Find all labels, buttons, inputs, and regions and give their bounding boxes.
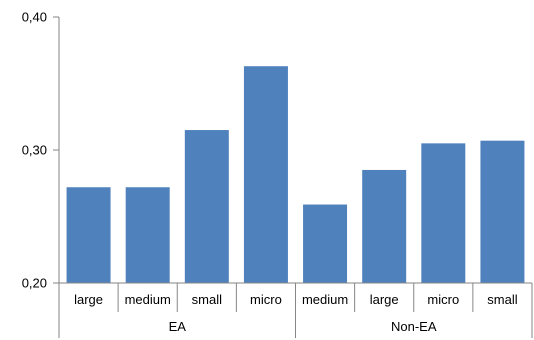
- bar-non-ea-medium: [303, 204, 348, 283]
- x-group-label: EA: [169, 319, 187, 334]
- bar-non-ea-small: [480, 140, 525, 283]
- x-category-label: small: [487, 292, 517, 307]
- y-tick-label: 0,20: [22, 276, 47, 291]
- x-axis-groups: EA Non-EA: [169, 319, 437, 334]
- bar-ea-medium: [125, 187, 170, 283]
- bar-ea-micro: [243, 66, 288, 284]
- x-category-label: large: [74, 292, 103, 307]
- x-category-label: medium: [302, 292, 348, 307]
- x-group-label: Non-EA: [391, 319, 437, 334]
- bars: [66, 66, 525, 284]
- bar-ea-small: [184, 130, 229, 283]
- x-category-label: large: [370, 292, 399, 307]
- x-axis-categories: large medium small micro medium large micro sma…: [74, 292, 518, 307]
- x-category-label: medium: [125, 292, 171, 307]
- bar-non-ea-large: [362, 169, 407, 283]
- y-tick-label: 0,40: [22, 10, 47, 25]
- x-category-label: micro: [250, 292, 282, 307]
- y-tick-label: 0,30: [22, 143, 47, 158]
- bar-non-ea-micro: [421, 143, 466, 283]
- x-category-label: small: [192, 292, 222, 307]
- bar-ea-large: [66, 187, 111, 283]
- x-category-label: micro: [427, 292, 459, 307]
- axes: [58, 17, 533, 338]
- y-axis-ticks: 0,20 0,30 0,40: [22, 10, 59, 291]
